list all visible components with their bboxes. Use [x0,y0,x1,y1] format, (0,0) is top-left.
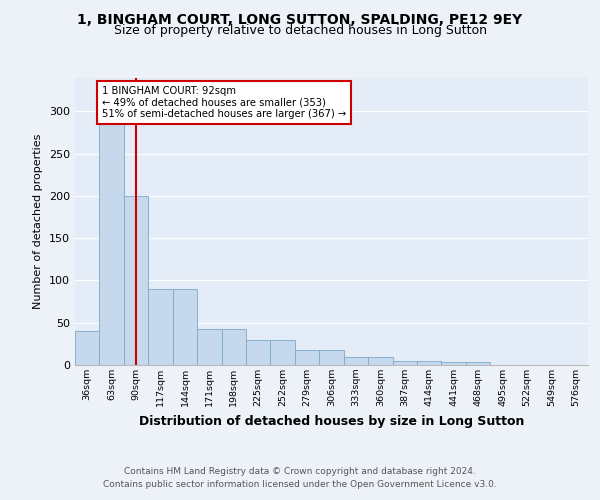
Bar [246,340,271,365]
Bar [221,330,246,365]
Y-axis label: Number of detached properties: Number of detached properties [34,134,43,309]
Bar [319,350,344,365]
Bar [148,289,173,365]
Bar [271,340,295,365]
Bar [344,358,368,365]
Bar [392,361,417,365]
Bar [173,289,197,365]
Text: Contains HM Land Registry data © Crown copyright and database right 2024.: Contains HM Land Registry data © Crown c… [124,467,476,476]
Bar [295,350,319,365]
Bar [124,196,148,365]
Bar [466,362,490,365]
Text: Size of property relative to detached houses in Long Sutton: Size of property relative to detached ho… [113,24,487,37]
Bar [368,358,392,365]
Bar [417,361,442,365]
X-axis label: Distribution of detached houses by size in Long Sutton: Distribution of detached houses by size … [139,414,524,428]
Bar [197,330,221,365]
Text: 1 BINGHAM COURT: 92sqm
← 49% of detached houses are smaller (353)
51% of semi-de: 1 BINGHAM COURT: 92sqm ← 49% of detached… [102,86,346,119]
Text: 1, BINGHAM COURT, LONG SUTTON, SPALDING, PE12 9EY: 1, BINGHAM COURT, LONG SUTTON, SPALDING,… [77,12,523,26]
Bar [442,362,466,365]
Text: Contains public sector information licensed under the Open Government Licence v3: Contains public sector information licen… [103,480,497,489]
Bar [75,331,100,365]
Bar [100,120,124,365]
